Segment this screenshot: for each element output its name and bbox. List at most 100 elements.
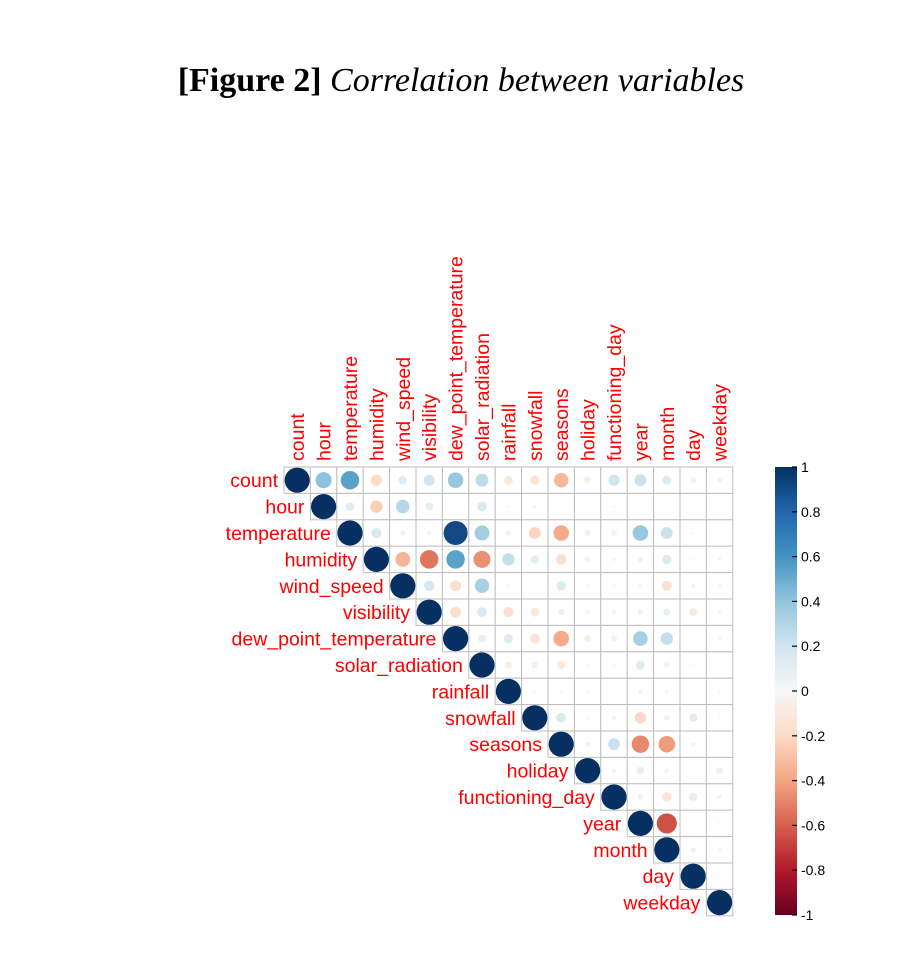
circle-count-rainfall bbox=[504, 475, 513, 485]
circle-count-count bbox=[284, 467, 310, 493]
circle-functioning_day-functioning_day bbox=[601, 784, 627, 810]
row-label-hour: hour bbox=[265, 497, 305, 519]
circle-dew_point_temperature-month bbox=[660, 632, 673, 645]
circle-count-temperature bbox=[340, 470, 360, 490]
circle-snowfall-functioning_day bbox=[611, 715, 617, 720]
circle-solar_radiation-year bbox=[635, 660, 645, 670]
circle-snowfall-month bbox=[663, 714, 670, 721]
colorbar-tick-label: -1 bbox=[801, 907, 814, 923]
circle-hour-humidity bbox=[370, 500, 383, 513]
circle-hour-hour bbox=[311, 494, 337, 520]
circle-rainfall-rainfall bbox=[495, 678, 521, 705]
circle-rainfall-snowfall bbox=[533, 690, 537, 693]
circle-temperature-dew_point_temperature bbox=[443, 520, 468, 546]
correlation-circles bbox=[284, 467, 733, 916]
col-label-solar_radiation: solar_radiation bbox=[472, 333, 494, 461]
circle-year-weekday bbox=[718, 822, 721, 825]
circle-snowfall-snowfall bbox=[522, 705, 548, 731]
circle-visibility-day bbox=[689, 608, 698, 617]
col-label-year: year bbox=[630, 423, 652, 461]
row-label-seasons: seasons bbox=[469, 734, 542, 756]
circle-hour-temperature bbox=[345, 502, 355, 511]
circle-dew_point_temperature-solar_radiation bbox=[478, 634, 486, 643]
col-label-wind_speed: wind_speed bbox=[393, 357, 415, 462]
circle-humidity-month bbox=[662, 554, 672, 565]
cell-hour-year bbox=[626, 492, 655, 521]
circle-count-solar_radiation bbox=[475, 473, 489, 487]
circle-humidity-solar_radiation bbox=[473, 550, 491, 568]
cell-year-day bbox=[679, 809, 707, 838]
col-label-humidity: humidity bbox=[366, 388, 388, 461]
row-label-month: month bbox=[593, 840, 647, 862]
circle-seasons-year bbox=[631, 735, 650, 753]
row-label-snowfall: snowfall bbox=[445, 708, 515, 730]
cell-solar_radiation-weekday bbox=[705, 651, 734, 679]
circle-wind_speed-visibility bbox=[424, 580, 435, 591]
circle-count-day bbox=[690, 477, 697, 484]
circle-dew_point_temperature-dew_point_temperature bbox=[443, 626, 469, 652]
column-labels: count hour temperature humidity wind_speed vi… bbox=[287, 256, 731, 462]
col-label-month: month bbox=[657, 407, 679, 461]
circle-dew_point_temperature-snowfall bbox=[529, 633, 540, 644]
row-label-functioning_day: functioning_day bbox=[458, 787, 595, 809]
col-label-functioning_day: functioning_day bbox=[604, 324, 626, 461]
circle-count-weekday bbox=[717, 478, 722, 483]
circle-day-day bbox=[680, 863, 706, 889]
circle-seasons-seasons bbox=[548, 731, 574, 757]
circle-functioning_day-year bbox=[637, 794, 644, 800]
colorbar-tick-label: 0.8 bbox=[801, 504, 821, 520]
circle-solar_radiation-snowfall bbox=[531, 661, 539, 669]
circle-count-year bbox=[634, 474, 647, 487]
circle-wind_speed-rainfall bbox=[506, 584, 511, 588]
colorbar: 1 0.8 0.6 0.4 0.2 0 -0.2 -0.4 -0.6 -0.8 -1 bbox=[775, 459, 825, 923]
figure-caption: Correlation between variables bbox=[330, 62, 745, 99]
col-label-seasons: seasons bbox=[551, 388, 573, 461]
circle-functioning_day-day bbox=[689, 793, 698, 801]
colorbar-tick-label: 0.4 bbox=[801, 593, 821, 609]
row-label-temperature: temperature bbox=[226, 523, 331, 545]
circle-holiday-functioning_day bbox=[611, 768, 617, 773]
circle-humidity-functioning_day bbox=[612, 557, 616, 562]
circle-dew_point_temperature-year bbox=[633, 631, 648, 646]
circle-holiday-year bbox=[636, 766, 645, 775]
circle-hour-solar_radiation bbox=[477, 501, 487, 512]
cell-hour-month bbox=[653, 492, 681, 521]
circle-dew_point_temperature-rainfall bbox=[503, 634, 513, 644]
circle-humidity-dew_point_temperature bbox=[446, 550, 465, 569]
cell-visibility-weekday bbox=[705, 598, 734, 626]
circle-wind_speed-weekday bbox=[717, 584, 722, 588]
circle-dew_point_temperature-seasons bbox=[553, 630, 569, 647]
col-label-dew_point_temperature: dew_point_temperature bbox=[446, 256, 468, 461]
colorbar-tick-label: 0.6 bbox=[801, 549, 821, 565]
circle-wind_speed-solar_radiation bbox=[474, 578, 490, 594]
row-label-year: year bbox=[583, 813, 621, 835]
circle-wind_speed-wind_speed bbox=[390, 573, 416, 599]
circle-count-functioning_day bbox=[608, 474, 620, 486]
col-label-visibility: visibility bbox=[419, 394, 441, 461]
circle-humidity-rainfall bbox=[502, 553, 515, 566]
circle-dew_point_temperature-holiday bbox=[584, 635, 591, 642]
cell-wind_speed-snowfall bbox=[521, 572, 549, 600]
circle-functioning_day-month bbox=[662, 792, 672, 802]
circle-temperature-functioning_day bbox=[611, 530, 617, 536]
cell-seasons-weekday bbox=[705, 730, 734, 758]
circle-count-seasons bbox=[553, 472, 569, 488]
circle-humidity-visibility bbox=[419, 550, 439, 569]
circle-year-year bbox=[627, 810, 654, 837]
circle-count-month bbox=[662, 475, 672, 485]
row-label-dew_point_temperature: dew_point_temperature bbox=[232, 629, 437, 651]
cell-hour-weekday bbox=[705, 492, 734, 521]
circle-count-dew_point_temperature bbox=[447, 472, 464, 488]
circle-temperature-rainfall bbox=[505, 530, 512, 536]
row-label-wind_speed: wind_speed bbox=[279, 576, 384, 598]
circle-rainfall-weekday bbox=[718, 690, 721, 693]
colorbar-tick-label: -0.2 bbox=[801, 728, 825, 744]
circle-hour-wind_speed bbox=[396, 499, 410, 514]
circle-solar_radiation-solar_radiation bbox=[469, 652, 495, 678]
circle-rainfall-month bbox=[665, 689, 669, 694]
circle-snowfall-seasons bbox=[556, 712, 567, 723]
circle-holiday-month bbox=[664, 768, 669, 773]
circle-wind_speed-day bbox=[691, 583, 696, 588]
colorbar-tick-label: 1 bbox=[801, 459, 809, 475]
row-label-weekday: weekday bbox=[622, 893, 700, 915]
